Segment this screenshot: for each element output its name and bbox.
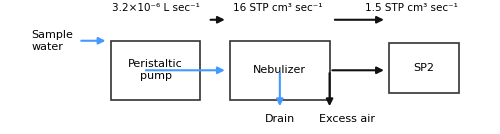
Text: 3.2×10⁻⁶ L sec⁻¹: 3.2×10⁻⁶ L sec⁻¹	[112, 3, 200, 13]
Text: 1.5 STP cm³ sec⁻¹: 1.5 STP cm³ sec⁻¹	[365, 3, 458, 13]
FancyBboxPatch shape	[230, 41, 330, 100]
Text: Drain: Drain	[264, 114, 295, 124]
Text: Excess air: Excess air	[319, 114, 375, 124]
Text: SP2: SP2	[414, 63, 434, 73]
FancyBboxPatch shape	[111, 41, 200, 100]
FancyBboxPatch shape	[389, 43, 459, 93]
Text: Nebulizer: Nebulizer	[254, 65, 306, 75]
Text: Sample
water: Sample water	[31, 30, 73, 52]
Text: Peristaltic
pump: Peristaltic pump	[128, 59, 183, 81]
Text: 16 STP cm³ sec⁻¹: 16 STP cm³ sec⁻¹	[232, 3, 322, 13]
